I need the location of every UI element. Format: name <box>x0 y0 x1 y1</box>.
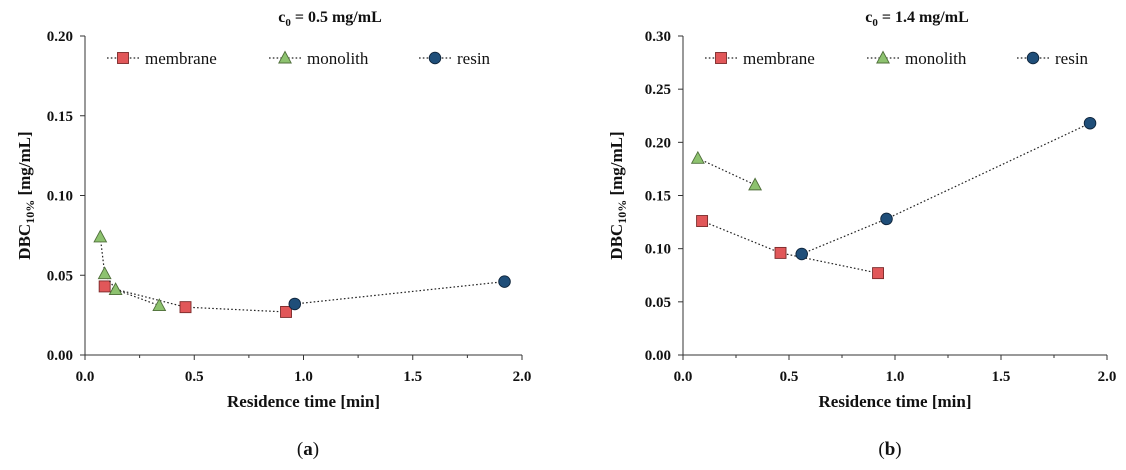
legend-marker-monolith <box>876 50 890 64</box>
data-point-resin <box>880 212 893 226</box>
data-point-membrane <box>280 305 292 318</box>
x-tick-label: 0.0 <box>76 369 95 385</box>
series-line-resin <box>294 281 505 305</box>
data-point-resin <box>288 297 302 311</box>
caption-letter: b <box>885 439 896 460</box>
caption-close: ) <box>895 439 901 460</box>
legend-label-monolith: monolith <box>307 49 369 68</box>
series-line-resin <box>801 122 1091 255</box>
data-point-monolith <box>748 177 763 191</box>
legend-marker-resin <box>428 51 442 65</box>
data-point-resin <box>498 275 511 288</box>
y-tick-label: 0.15 <box>47 109 73 125</box>
panel-title-rest: = 0.5 mg/mL <box>291 9 382 26</box>
y-axis-label: DBC10% [mg/mL] <box>607 131 629 259</box>
data-point-membrane <box>872 267 884 280</box>
x-tick-label: 1.5 <box>992 369 1011 385</box>
y-tick-label: 0.00 <box>645 348 671 364</box>
series-line-monolith <box>99 236 160 307</box>
legend-label-membrane: membrane <box>743 49 815 68</box>
panel-title-var: c <box>278 9 285 26</box>
panel-title: c0 = 0.5 mg/mL <box>278 9 382 29</box>
caption-open: ( <box>297 439 303 460</box>
panel-title-sub: 0 <box>872 17 878 29</box>
y-tick-label: 0.10 <box>47 189 73 205</box>
series-line-monolith <box>697 157 756 186</box>
y-tick-label: 0.05 <box>645 295 671 311</box>
data-point-monolith <box>108 282 123 296</box>
panel-caption: (a) <box>297 439 319 460</box>
series-line-membrane <box>701 220 879 274</box>
data-point-resin <box>795 247 808 261</box>
legend-marker-membrane <box>117 52 129 64</box>
x-tick-label: 1.0 <box>294 369 313 385</box>
y-tick-label: 0.30 <box>645 29 671 45</box>
y-tick-label: 0.15 <box>645 189 671 205</box>
x-tick-label: 2.0 <box>1098 369 1117 385</box>
caption-open: ( <box>878 439 884 460</box>
y-tick-label: 0.05 <box>47 268 73 284</box>
y-tick-label: 0.10 <box>645 242 671 258</box>
x-tick-label: 0.0 <box>674 369 693 385</box>
y-axis-label-rest: [mg/mL] <box>15 131 34 199</box>
series-line-membrane <box>104 285 287 313</box>
y-tick-label: 0.20 <box>645 135 671 151</box>
x-tick-label: 1.0 <box>886 369 905 385</box>
x-tick-label: 0.5 <box>780 369 799 385</box>
x-axis-label: Residence time [min] <box>227 392 380 411</box>
data-point-membrane <box>179 301 192 314</box>
chart-panel-a: 0.00 0.05 0.10 0.15 0.20 0.0 0.5 1.0 1.5 2.0 c0 = … <box>15 9 531 460</box>
panel-title: c0 = 1.4 mg/mL <box>865 9 969 29</box>
chart-panel-b: 0.00 0.05 0.10 0.15 0.20 0.25 0.30 0.0 0.5 1.0 1.5… <box>607 9 1116 460</box>
legend-label-monolith: monolith <box>905 49 967 68</box>
panel-caption: (b) <box>878 439 901 460</box>
y-axis-label-rest: [mg/mL] <box>607 131 626 199</box>
x-tick-label: 2.0 <box>513 369 532 385</box>
x-tick-label: 0.5 <box>185 369 204 385</box>
y-axis-label-main: DBC <box>15 224 34 260</box>
data-point-monolith <box>152 298 167 312</box>
legend-label-resin: resin <box>1055 49 1089 68</box>
y-axis-label-sub: 10% <box>615 200 629 224</box>
legend-label-membrane: membrane <box>145 49 217 68</box>
y-axis-label: DBC10% [mg/mL] <box>15 131 37 259</box>
y-axis-label-main: DBC <box>607 224 626 260</box>
y-tick-label: 0.25 <box>645 82 671 98</box>
panel-title-sub: 0 <box>285 17 291 29</box>
data-point-membrane <box>696 215 709 227</box>
legend-marker-resin <box>1026 51 1040 65</box>
y-axis-label-sub: 10% <box>23 200 37 224</box>
legend-marker-monolith <box>278 50 292 64</box>
caption-letter: a <box>303 439 313 460</box>
x-tick-label: 1.5 <box>403 369 422 385</box>
data-point-membrane <box>774 246 787 259</box>
panel-title-var: c <box>865 9 872 26</box>
data-point-monolith <box>690 150 705 164</box>
legend-label-resin: resin <box>457 49 491 68</box>
caption-close: ) <box>313 439 319 460</box>
x-axis-label: Residence time [min] <box>819 392 972 411</box>
y-tick-label: 0.00 <box>47 348 73 364</box>
data-point-monolith <box>93 229 108 243</box>
panel-title-rest: = 1.4 mg/mL <box>878 9 969 26</box>
data-point-monolith <box>97 266 112 280</box>
data-point-resin <box>1083 116 1097 130</box>
y-tick-label: 0.20 <box>47 29 73 45</box>
legend-marker-membrane <box>715 52 727 64</box>
data-point-membrane <box>98 280 111 293</box>
